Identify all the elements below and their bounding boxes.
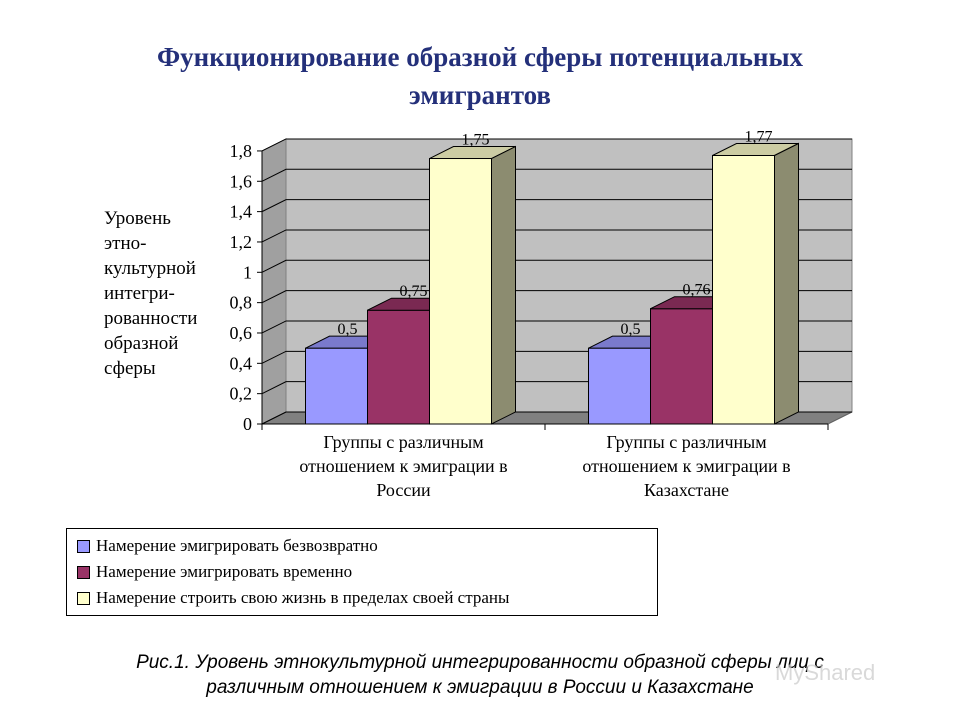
y-tick-label: 1,4 xyxy=(230,202,253,222)
y-tick-label: 1,8 xyxy=(230,141,253,161)
bar-front xyxy=(429,158,492,425)
y-axis-label-line: рованности xyxy=(104,308,198,329)
y-axis-label-line: культурной xyxy=(104,258,196,279)
y-axis-label-line: сферы xyxy=(104,358,156,379)
legend-label: Намерение эмигрировать временно xyxy=(96,562,353,581)
x-tick-label: Группы с различным xyxy=(323,432,483,452)
x-tick-label: отношением к эмиграции в xyxy=(582,456,790,476)
gridline xyxy=(261,229,852,243)
x-tick-label: Казахстане xyxy=(644,480,729,500)
gridline xyxy=(261,199,852,213)
y-axis-label-line: этно- xyxy=(104,233,147,254)
bar-front xyxy=(367,309,430,425)
y-axis-label-line: образной xyxy=(104,333,179,354)
bar-front xyxy=(305,347,368,425)
legend-item: Намерение строить свою жизнь в пределах … xyxy=(77,587,509,609)
figure-caption: Рис.1. Уровень этнокультурной интегриров… xyxy=(40,650,920,700)
y-tick-label: 0 xyxy=(243,414,252,434)
x-tick-label: России xyxy=(376,480,431,500)
legend-swatch xyxy=(77,591,90,605)
caption-line: Рис.1. Уровень этнокультурной интегриров… xyxy=(136,652,824,673)
bar xyxy=(712,142,799,425)
bar-front xyxy=(650,308,713,425)
y-tick-label: 0,6 xyxy=(230,323,253,343)
gridline xyxy=(261,168,852,182)
bar-side xyxy=(491,145,516,425)
y-axis-label-line: Уровень xyxy=(104,208,171,229)
y-tick-label: 0,8 xyxy=(230,293,253,313)
legend-label: Намерение строить свою жизнь в пределах … xyxy=(96,588,510,607)
bar-front xyxy=(712,154,775,425)
y-tick-label: 0,2 xyxy=(230,384,253,404)
y-tick-label: 1 xyxy=(243,262,252,282)
gridline xyxy=(261,259,852,273)
chart-title: Функционирование образной сферы потенциа… xyxy=(60,38,900,114)
title-line-2: эмигрантов xyxy=(408,80,552,110)
side-wall xyxy=(261,138,287,425)
y-axis-label-line: интегри- xyxy=(104,283,175,304)
legend-swatch xyxy=(77,565,90,579)
bar xyxy=(429,145,516,425)
data-label: 0,5 xyxy=(338,321,358,338)
gridline xyxy=(261,290,852,304)
y-tick-label: 1,6 xyxy=(230,171,253,191)
data-label: 0,75 xyxy=(400,283,428,300)
y-axis-label: Уровень этно- культурной интегри- рованн… xyxy=(104,206,222,381)
chart-legend: Намерение эмигрировать безвозвратно Наме… xyxy=(66,528,658,616)
data-label: 1,75 xyxy=(462,132,490,149)
y-tick-label: 1,2 xyxy=(230,232,253,252)
bar-front xyxy=(588,347,651,425)
watermark: MyShared xyxy=(775,660,876,685)
gridline xyxy=(261,138,852,152)
legend-item: Намерение эмигрировать временно xyxy=(77,561,352,583)
legend-label: Намерение эмигрировать безвозвратно xyxy=(96,536,378,555)
bar-side xyxy=(774,142,799,425)
data-label: 0,5 xyxy=(621,321,641,338)
data-label: 0,76 xyxy=(683,282,711,299)
legend-swatch xyxy=(77,539,90,553)
caption-line: различным отношением к эмиграции в Росси… xyxy=(206,677,754,698)
x-tick-label: Группы с различным xyxy=(606,432,766,452)
legend-item: Намерение эмигрировать безвозвратно xyxy=(77,535,378,557)
title-line-1: Функционирование образной сферы потенциа… xyxy=(156,42,804,72)
data-label: 1,77 xyxy=(745,128,773,145)
y-tick-label: 0,4 xyxy=(230,353,253,373)
x-tick-label: отношением к эмиграции в xyxy=(299,456,507,476)
